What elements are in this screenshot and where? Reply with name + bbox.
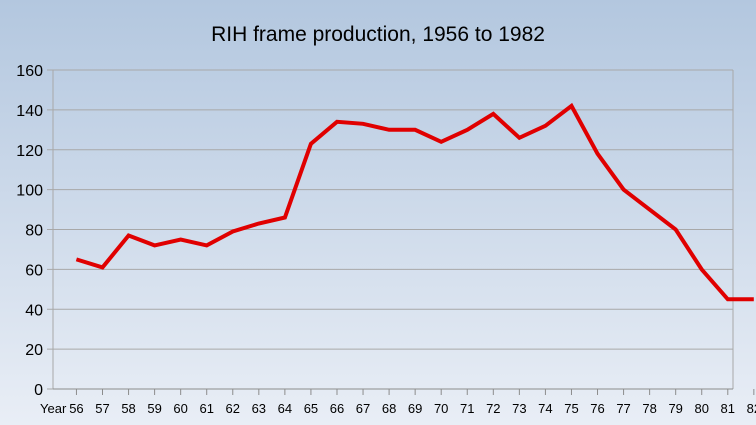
- x-axis-leading-label: Year: [40, 401, 67, 416]
- gridlines: [53, 69, 733, 390]
- x-tick-label: 72: [486, 401, 500, 416]
- x-tick-label: 69: [408, 401, 422, 416]
- x-tick-label: 79: [668, 401, 682, 416]
- x-tick-label: 77: [616, 401, 630, 416]
- x-tick-label: 80: [695, 401, 709, 416]
- x-tick-label: 71: [460, 401, 474, 416]
- series-layer: [75, 102, 754, 302]
- x-tick-label: 62: [226, 401, 240, 416]
- x-tick-label: 63: [252, 401, 266, 416]
- chart-title: RIH frame production, 1956 to 1982: [211, 23, 545, 46]
- y-tick-label: 20: [25, 342, 43, 359]
- y-tick-label: 140: [16, 103, 43, 120]
- y-tick-label: 160: [16, 63, 43, 80]
- y-tick-label: 0: [34, 382, 43, 399]
- y-tick-label: 120: [16, 143, 43, 160]
- x-tick-label: 68: [382, 401, 396, 416]
- x-tick-label: 74: [538, 401, 552, 416]
- x-tick-label: 57: [95, 401, 109, 416]
- x-tick-label: 56: [69, 401, 83, 416]
- x-tick-label: 76: [590, 401, 604, 416]
- x-tick-label: 61: [199, 401, 213, 416]
- x-tick-label: 81: [721, 401, 735, 416]
- axes: 0 20 40 60 80 100 120 140 160 56 57 58 59 60 61 62 63 64 6…: [16, 63, 756, 416]
- x-tick-label: 75: [564, 401, 578, 416]
- x-tick-label: 65: [304, 401, 318, 416]
- y-tick-label: 40: [25, 302, 43, 319]
- x-tick-label: 70: [434, 401, 448, 416]
- x-tick-label: 73: [512, 401, 526, 416]
- x-tick-label: 66: [330, 401, 344, 416]
- y-tick-label: 60: [25, 262, 43, 279]
- x-tick-label: 58: [121, 401, 135, 416]
- x-tick-label: 78: [642, 401, 656, 416]
- x-tick-label: 60: [173, 401, 187, 416]
- x-tick-label: 64: [278, 401, 292, 416]
- x-tick-label: 82: [747, 401, 756, 416]
- y-tick-label: 100: [16, 183, 43, 200]
- y-tick-label: 80: [25, 223, 43, 240]
- x-tick-label: 59: [147, 401, 161, 416]
- x-tick-label: 67: [356, 401, 370, 416]
